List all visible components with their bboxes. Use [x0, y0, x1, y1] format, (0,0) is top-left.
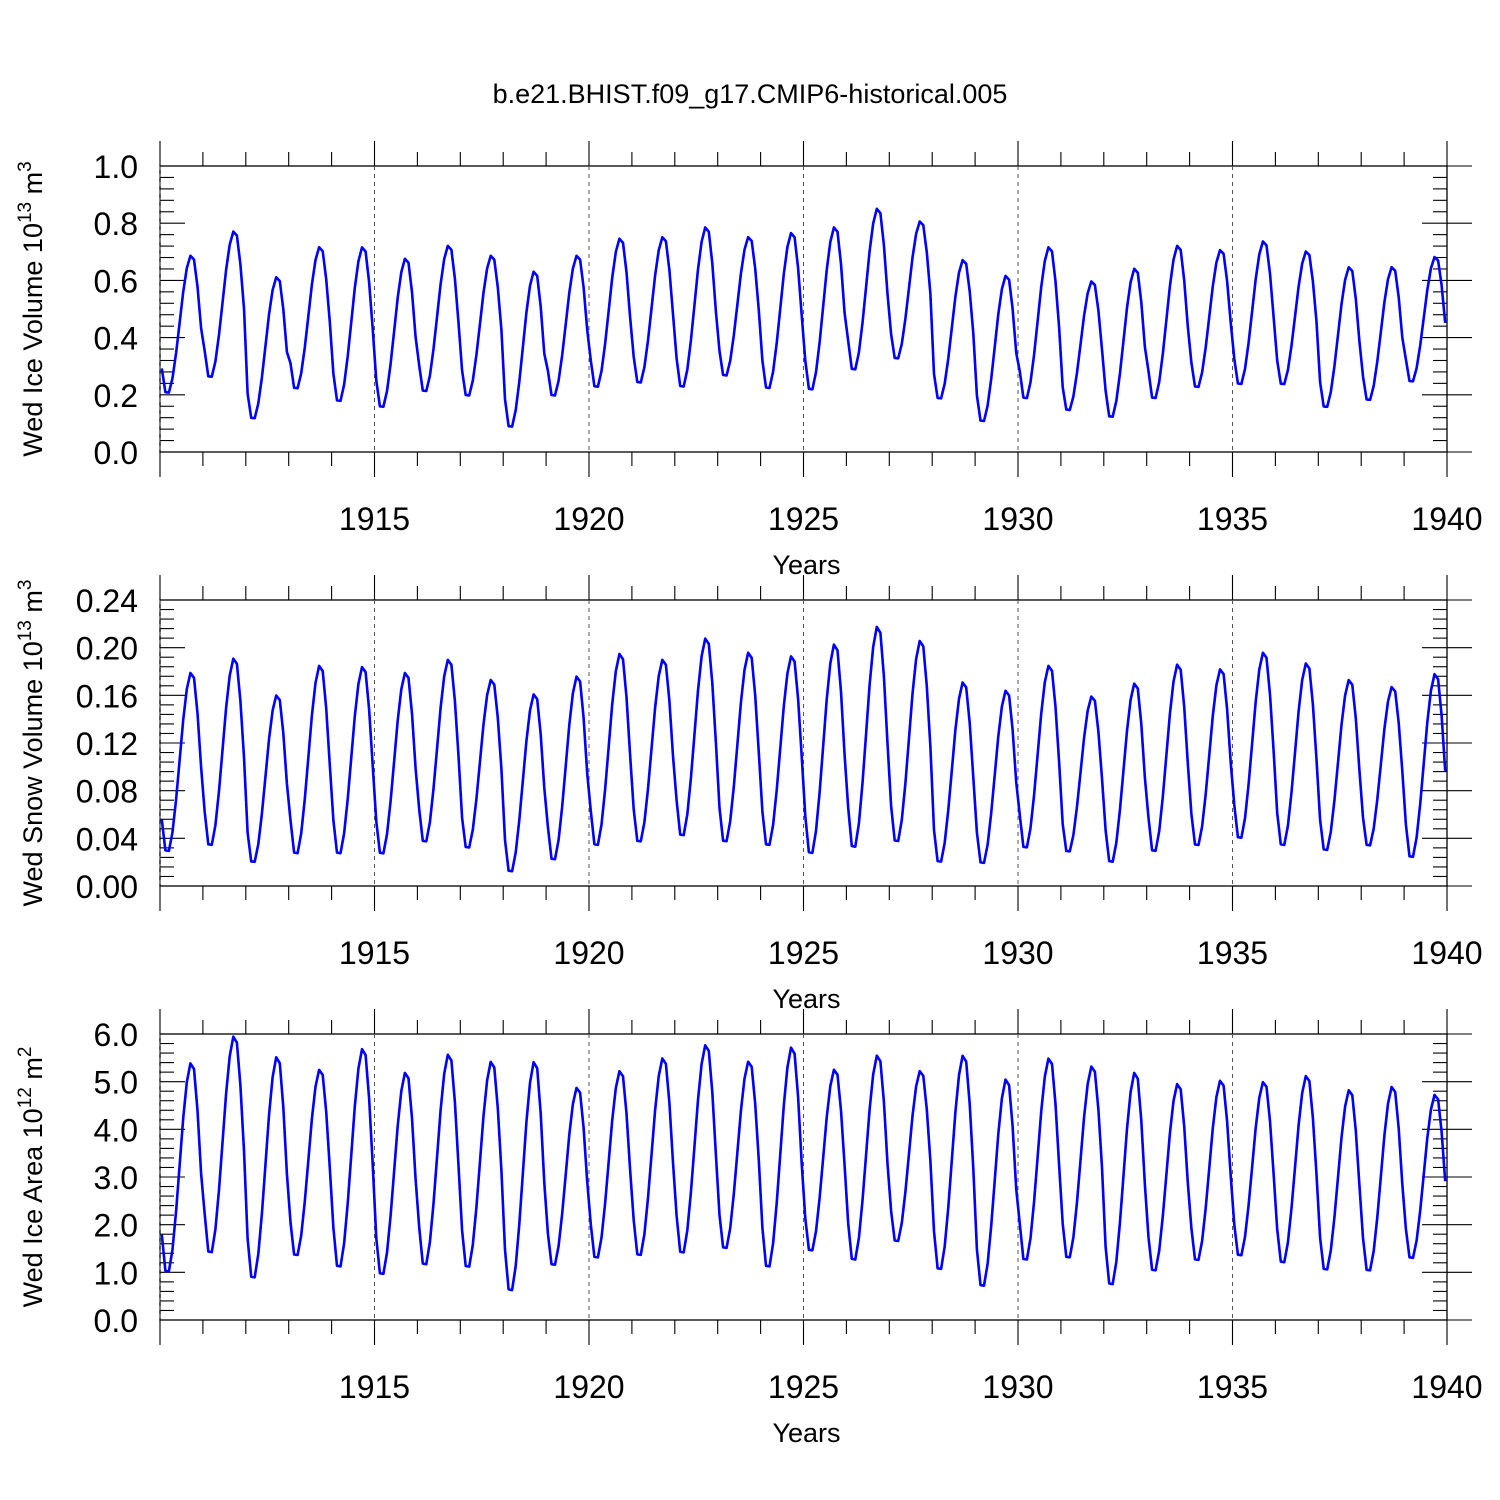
y-tick-label: 2.0 [94, 1208, 138, 1244]
y-tick-label: 6.0 [94, 1017, 138, 1053]
y-tick-label: 0.2 [94, 378, 138, 414]
y-tick-label: 0.08 [76, 774, 138, 810]
y-axis-label-ylabel-unit2-exp: 2 [15, 1047, 36, 1058]
y-axis-label-ylabel: Wed Snow Volume [18, 671, 48, 906]
y-tick-label: 0.0 [94, 1303, 138, 1339]
y-axis-label-ylabel-unit2: m [18, 590, 48, 620]
y-axis-label-ylabel: Wed Ice Area [18, 1138, 48, 1307]
y-tick-label: 5.0 [94, 1065, 138, 1101]
y-tick-label: 0.4 [94, 321, 138, 357]
y-tick-label: 4.0 [94, 1112, 138, 1148]
y-axis-label-ylabel-unit2-exp: 3 [15, 161, 36, 172]
y-tick-label: 1.0 [94, 149, 138, 185]
x-tick-label: 1925 [768, 935, 839, 971]
x-tick-label: 1920 [553, 1369, 624, 1405]
x-tick-label: 1915 [339, 1369, 410, 1405]
y-axis-label-ylabel: Wed Ice Volume [18, 253, 48, 457]
x-tick-label: 1920 [553, 935, 624, 971]
y-axis-label: Wed Ice Area 1012 m2 [15, 1047, 48, 1308]
y-axis-label-ylabel-unit2: m [18, 172, 48, 202]
y-tick-label: 0.16 [76, 678, 138, 714]
y-axis-label-ylabel-unit: 10 [18, 641, 48, 671]
y-axis-label: Wed Snow Volume 1013 m3 [15, 580, 48, 907]
y-tick-label: 1.0 [94, 1255, 138, 1291]
y-tick-label: 0.0 [94, 435, 138, 471]
chart-panel-2: 1915 1920 1925 1930 1935 1940 Years 0.00 0.04 0.0… [15, 575, 1483, 1014]
y-tick-label: 0.12 [76, 726, 138, 762]
chart-title: b.e21.BHIST.f09_g17.CMIP6-historical.005 [493, 79, 1008, 109]
x-tick-label: 1940 [1411, 501, 1482, 537]
x-axis-label: Years [772, 1418, 840, 1448]
chart-panel-3: 1915 1920 1925 1930 1935 1940 Years 0.0 1.0 2.0 3.… [15, 1009, 1483, 1448]
x-tick-label: 1920 [553, 501, 624, 537]
y-tick-label: 0.6 [94, 263, 138, 299]
y-tick-label: 3.0 [94, 1160, 138, 1196]
y-axis-label: Wed Ice Volume 1013 m3 [15, 161, 48, 456]
y-axis-label-ylabel-unit: 10 [18, 223, 48, 253]
panel-group: 1915 1920 1925 1930 1935 1940 Years 0.0 0.2 0.4 0.… [15, 141, 1483, 1448]
x-tick-label: 1925 [768, 501, 839, 537]
y-axis-label-ylabel-unit-exp: 13 [15, 202, 36, 223]
series-line [160, 207, 1447, 428]
y-tick-label: 0.04 [76, 821, 138, 857]
x-tick-label: 1935 [1197, 935, 1268, 971]
x-tick-label: 1930 [982, 935, 1053, 971]
x-tick-label: 1915 [339, 501, 410, 537]
x-axis-label: Years [772, 550, 840, 580]
y-axis-label-ylabel-unit-exp: 13 [15, 620, 36, 641]
x-tick-label: 1915 [339, 935, 410, 971]
x-tick-label: 1935 [1197, 501, 1268, 537]
x-tick-label: 1940 [1411, 935, 1482, 971]
x-tick-label: 1940 [1411, 1369, 1482, 1405]
chart-panel-1: 1915 1920 1925 1930 1935 1940 Years 0.0 0.2 0.4 0.… [15, 141, 1483, 580]
y-tick-label: 0.00 [76, 869, 138, 905]
y-tick-label: 0.20 [76, 631, 138, 667]
y-axis-label-ylabel-unit2: m [18, 1057, 48, 1087]
x-tick-label: 1930 [982, 1369, 1053, 1405]
x-tick-label: 1925 [768, 1369, 839, 1405]
y-axis-label-ylabel-unit2-exp: 3 [15, 580, 36, 591]
x-tick-label: 1930 [982, 501, 1053, 537]
y-tick-label: 0.24 [76, 583, 138, 619]
series-line [160, 1035, 1447, 1292]
y-axis-label-ylabel-unit-exp: 12 [15, 1087, 36, 1108]
y-tick-label: 0.8 [94, 206, 138, 242]
y-axis-label-ylabel-unit: 10 [18, 1108, 48, 1138]
x-axis-label: Years [772, 984, 840, 1014]
x-tick-label: 1935 [1197, 1369, 1268, 1405]
series-line [160, 625, 1447, 873]
